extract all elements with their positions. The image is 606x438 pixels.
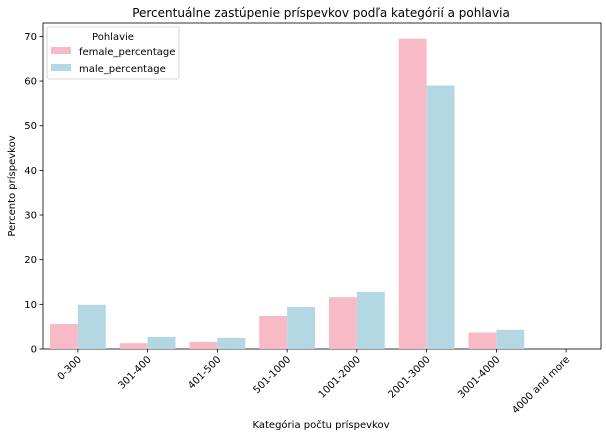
bar-male_percentage-1001-2000 (356, 291, 385, 349)
bar-male_percentage-0-300 (77, 304, 106, 349)
bar-female_percentage-2001-3000 (398, 38, 427, 350)
chart-title: Percentuálne zastúpenie príspevkov podľa… (132, 6, 510, 20)
legend-label-female: female_percentage (79, 47, 175, 58)
y-axis-ticks: 0 10 20 30 40 50 60 70 (24, 32, 43, 356)
x-tick-label: 301-400 (116, 354, 153, 391)
bar-male_percentage-401-500 (217, 337, 246, 349)
bars-group (49, 38, 525, 350)
bar-female_percentage-3001-4000 (468, 332, 497, 349)
bar-female_percentage-401-500 (189, 341, 218, 349)
y-tick-label: 50 (24, 121, 37, 132)
y-tick-label: 30 (24, 211, 37, 222)
y-tick-label: 60 (24, 77, 37, 88)
bar-female_percentage-301-400 (119, 343, 148, 349)
x-axis-title: Kategória počtu príspevkov (253, 419, 390, 431)
bar-male_percentage-2001-3000 (426, 85, 455, 350)
bar-male_percentage-501-1000 (287, 307, 316, 349)
bar-female_percentage-1001-2000 (328, 297, 357, 349)
x-tick-label: 1001-2000 (317, 354, 363, 400)
y-tick-label: 0 (31, 345, 37, 356)
legend-label-male: male_percentage (79, 64, 166, 75)
x-tick-label: 3001-4000 (456, 354, 502, 400)
bar-female_percentage-501-1000 (259, 315, 288, 349)
x-tick-label: 501-1000 (251, 354, 293, 396)
x-tick-label: 401-500 (186, 354, 223, 391)
x-tick-label: 2001-3000 (386, 354, 432, 400)
x-tick-label: 0-300 (56, 354, 84, 382)
bar-male_percentage-3001-4000 (496, 329, 525, 349)
x-axis-ticks: 0-300 301-400 401-500 501-1000 1001-2000 2001… (56, 349, 572, 416)
legend-box (46, 26, 180, 80)
y-tick-label: 70 (24, 32, 37, 43)
y-tick-label: 20 (24, 255, 37, 266)
legend-swatch-male (51, 64, 71, 71)
y-axis-title: Percento príspevkov (6, 135, 18, 236)
x-tick-label: 4000 and more (510, 354, 572, 416)
y-tick-label: 10 (24, 300, 37, 311)
legend-title: Pohlavie (92, 32, 134, 43)
bar-male_percentage-301-400 (147, 336, 176, 349)
legend-swatch-female (51, 47, 71, 54)
bar-female_percentage-0-300 (49, 323, 78, 349)
legend: Pohlavie female_percentage male_percenta… (46, 26, 180, 80)
y-tick-label: 40 (24, 166, 37, 177)
